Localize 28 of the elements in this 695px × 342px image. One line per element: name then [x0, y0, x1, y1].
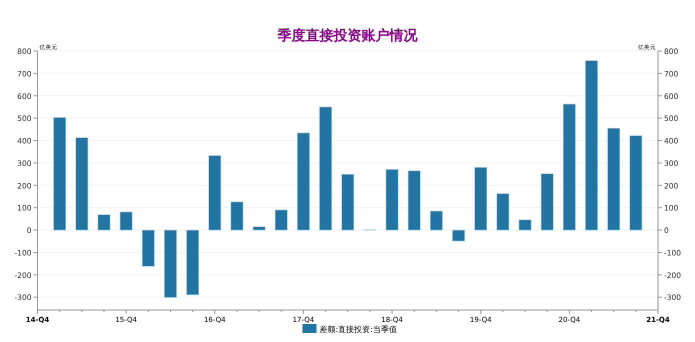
- bar: [120, 212, 133, 230]
- chart-title: 季度直接投资账户情况: [276, 27, 418, 44]
- bar: [518, 219, 532, 230]
- bar: [408, 170, 421, 230]
- bar: [585, 60, 598, 230]
- bar: [430, 210, 443, 230]
- bar: [607, 128, 620, 230]
- bar: [474, 167, 488, 230]
- bar: [496, 193, 510, 230]
- bar: [274, 210, 288, 230]
- bar: [629, 135, 642, 230]
- bar: [186, 230, 200, 296]
- bar: [341, 174, 354, 230]
- legend-label: 差额:直接投资:当季值: [320, 325, 397, 334]
- bar: [540, 173, 554, 230]
- bar: [386, 169, 398, 230]
- bar: [452, 230, 465, 242]
- bar: [53, 117, 66, 230]
- bar: [562, 104, 576, 230]
- bar: [142, 230, 155, 267]
- bar: [252, 226, 266, 230]
- bar: [75, 137, 88, 230]
- bar: [208, 155, 222, 230]
- bar: [319, 106, 332, 230]
- bar: [230, 202, 244, 230]
- bar: [98, 214, 110, 230]
- bar: [297, 132, 310, 230]
- bar: [164, 230, 177, 298]
